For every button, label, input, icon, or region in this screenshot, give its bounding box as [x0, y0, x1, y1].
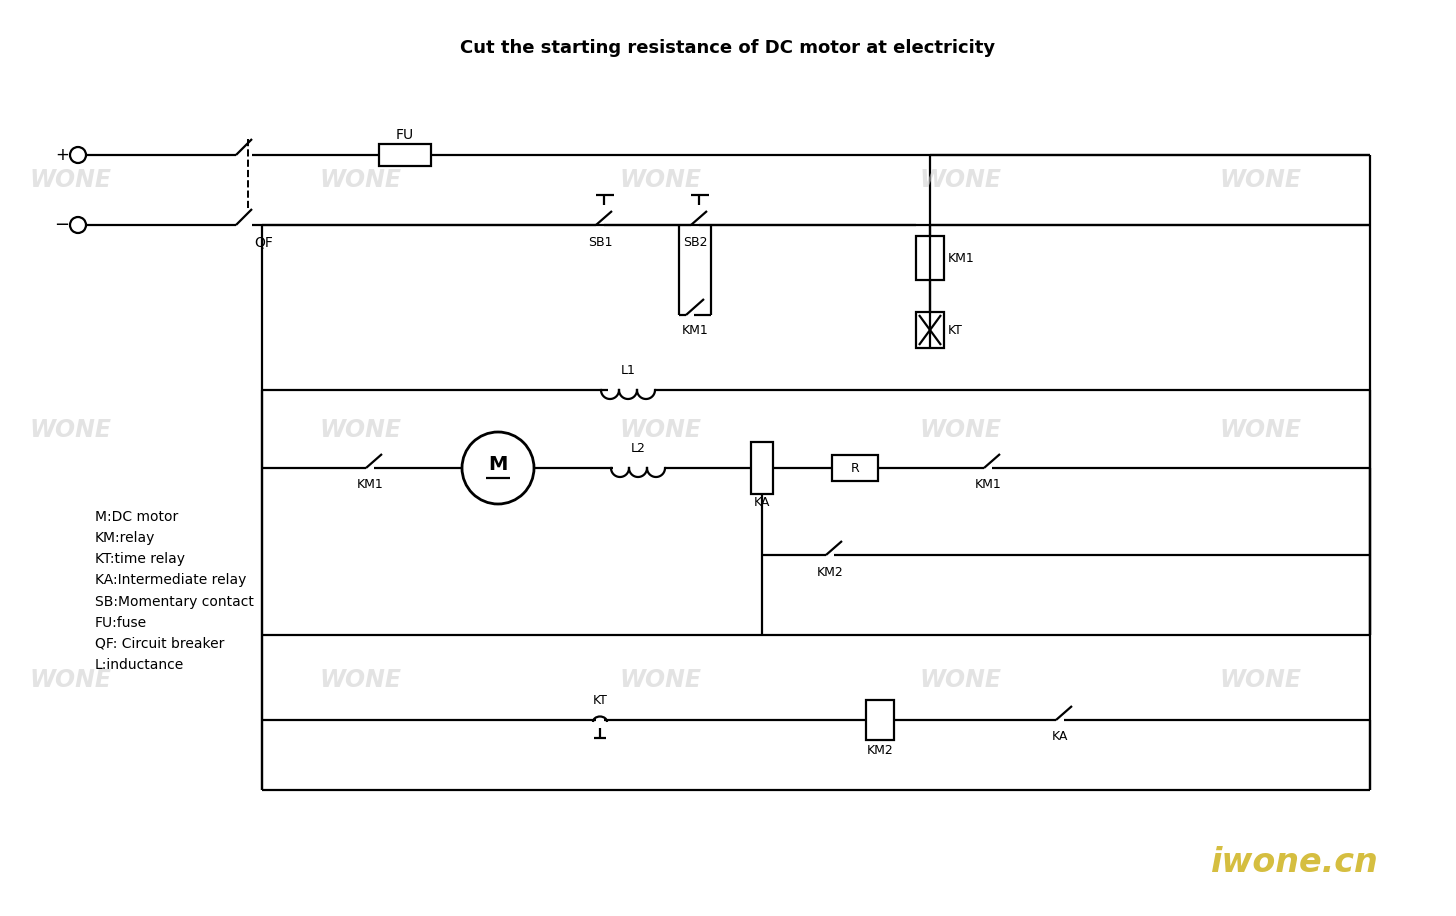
Text: +: + — [55, 146, 68, 164]
Text: KM1: KM1 — [681, 323, 709, 336]
Circle shape — [462, 432, 534, 504]
Bar — [916, 312, 943, 348]
Text: WONE: WONE — [1219, 168, 1302, 192]
Text: KT: KT — [948, 323, 962, 336]
Circle shape — [70, 217, 86, 233]
Circle shape — [70, 147, 86, 163]
Text: L1: L1 — [620, 364, 635, 376]
Text: KM2: KM2 — [866, 744, 894, 757]
Text: M: M — [488, 454, 508, 474]
Text: WONE: WONE — [29, 418, 111, 442]
Bar — [866, 700, 894, 740]
Text: WONE: WONE — [1219, 418, 1302, 442]
Text: SB2: SB2 — [683, 235, 708, 248]
Bar — [916, 236, 943, 280]
Text: KM1: KM1 — [974, 478, 1002, 492]
Text: KM2: KM2 — [817, 565, 843, 579]
Text: WONE: WONE — [319, 418, 400, 442]
Text: WONE: WONE — [919, 168, 1002, 192]
Text: KM1: KM1 — [948, 252, 974, 265]
Bar — [831, 455, 878, 481]
Text: WONE: WONE — [319, 168, 400, 192]
Text: SB1: SB1 — [588, 235, 613, 248]
Bar — [751, 442, 773, 494]
Text: KA: KA — [754, 496, 770, 509]
Text: WONE: WONE — [919, 668, 1002, 692]
Text: −: − — [54, 216, 70, 234]
Text: WONE: WONE — [29, 668, 111, 692]
Text: FU: FU — [396, 128, 414, 142]
Text: iwone.cn: iwone.cn — [1211, 845, 1379, 878]
Text: WONE: WONE — [619, 418, 700, 442]
Text: QF: QF — [253, 236, 272, 250]
Bar — [379, 144, 431, 166]
Text: L2: L2 — [630, 442, 645, 454]
Text: WONE: WONE — [1219, 668, 1302, 692]
Text: M:DC motor
KM:relay
KT:time relay
KA:Intermediate relay
SB:Momentary contact
FU:: M:DC motor KM:relay KT:time relay KA:Int… — [95, 510, 253, 672]
Text: WONE: WONE — [919, 418, 1002, 442]
Text: WONE: WONE — [619, 168, 700, 192]
Text: WONE: WONE — [29, 168, 111, 192]
Text: KT: KT — [593, 693, 607, 706]
Text: WONE: WONE — [619, 668, 700, 692]
Text: KM1: KM1 — [357, 478, 383, 492]
Text: Cut the starting resistance of DC motor at electricity: Cut the starting resistance of DC motor … — [460, 39, 996, 57]
Text: WONE: WONE — [319, 668, 400, 692]
Text: KA: KA — [1051, 730, 1069, 744]
Text: R: R — [850, 462, 859, 474]
